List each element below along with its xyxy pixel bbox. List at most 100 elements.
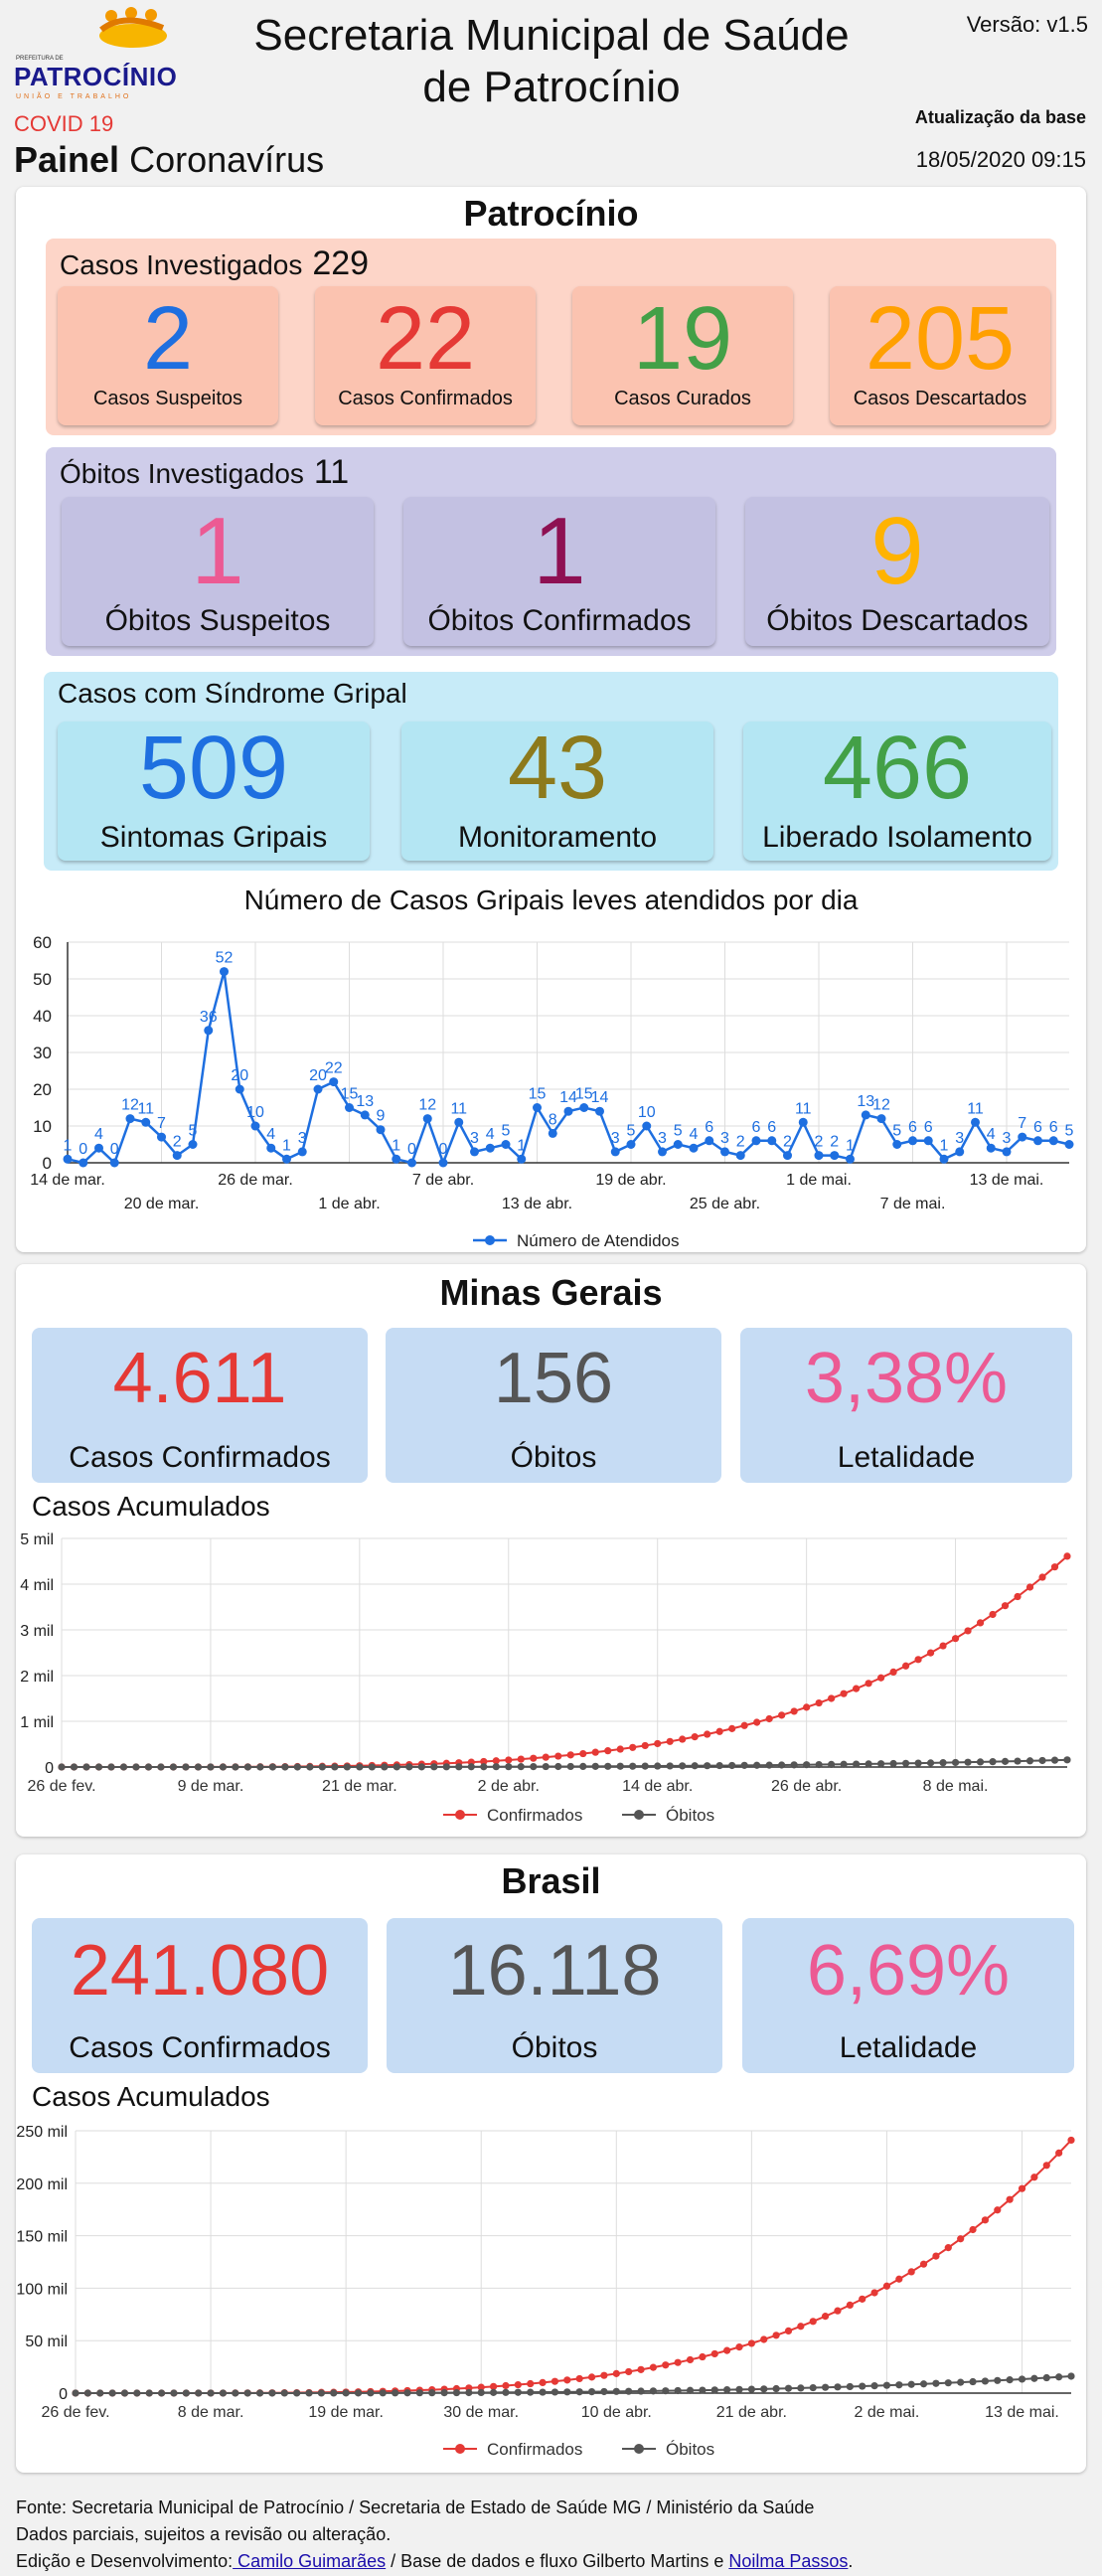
data-point: [108, 2389, 116, 2397]
data-label: 36: [200, 1009, 218, 1026]
data-label: 14: [591, 1089, 609, 1106]
stat-label: Casos Suspeitos: [92, 388, 243, 409]
data-point: [505, 1763, 513, 1771]
data-label: 5: [502, 1123, 511, 1140]
data-point: [1055, 2149, 1063, 2157]
data-point: [501, 1140, 511, 1149]
data-point: [951, 1635, 960, 1643]
data-point: [318, 1763, 326, 1771]
data-point: [662, 2387, 670, 2395]
data-point: [182, 1763, 190, 1771]
data-point: [778, 1761, 786, 1769]
stat-liberado-isolamento: 466 Liberado Isolamento: [743, 719, 1051, 861]
y-tick-label: 4 mil: [20, 1577, 54, 1594]
data-point: [502, 2388, 510, 2396]
data-point: [939, 1642, 947, 1650]
data-label: 5: [1065, 1123, 1074, 1140]
data-point: [306, 1763, 314, 1771]
data-point: [79, 1158, 88, 1168]
data-point: [747, 2339, 755, 2347]
data-label: 14: [559, 1089, 577, 1106]
stat-casos-suspeitos: 2 Casos Suspeitos: [58, 286, 278, 425]
data-point: [505, 1756, 513, 1764]
data-point: [1014, 1757, 1022, 1765]
data-point: [282, 1154, 291, 1164]
data-point: [356, 1763, 364, 1771]
stat-label: Liberado Isolamento: [762, 821, 1032, 854]
footer-disclaimer: Dados parciais, sujeitos a revisão ou al…: [16, 2524, 392, 2544]
data-point: [485, 1143, 495, 1153]
data-label: 3: [720, 1130, 729, 1147]
x-tick-label: 20 de mar.: [124, 1196, 200, 1212]
data-point: [579, 1762, 587, 1771]
data-point: [767, 1136, 777, 1146]
data-point: [882, 2381, 891, 2389]
y-tick-label: 0: [43, 1154, 52, 1173]
legend-label: Confirmados: [487, 1806, 582, 1825]
data-point: [790, 1707, 798, 1715]
data-label: 3: [658, 1130, 667, 1147]
data-label: 6: [1033, 1119, 1042, 1136]
data-point: [517, 1154, 527, 1164]
stat-obitos-suspeitos: 1 Óbitos Suspeitos: [62, 497, 374, 646]
obitos-investigados-label: Óbitos Investigados 11: [60, 453, 349, 492]
data-point: [735, 1151, 745, 1161]
data-label: 6: [705, 1119, 713, 1136]
data-point: [765, 1714, 773, 1723]
data-point: [219, 2389, 228, 2397]
obitos-label-text: Óbitos Investigados: [60, 458, 304, 489]
data-point: [517, 1755, 525, 1763]
data-point: [895, 2381, 903, 2389]
x-tick-label: 13 de mai.: [985, 2404, 1059, 2421]
data-point: [815, 1760, 823, 1769]
data-point: [317, 2389, 326, 2397]
data-point: [342, 2389, 350, 2397]
painel-rest: Coronavírus: [119, 139, 325, 180]
author-link-camilo[interactable]: Camilo Guimarães: [233, 2551, 387, 2571]
stat-value: 43: [507, 719, 608, 818]
data-point: [666, 1737, 674, 1745]
data-point: [1050, 1756, 1059, 1764]
data-point: [710, 2386, 718, 2394]
data-point: [376, 1125, 386, 1135]
data-point: [964, 1758, 972, 1766]
y-tick-label: 150 mil: [16, 2229, 68, 2246]
stat-value: 509: [138, 719, 289, 818]
data-point: [452, 2388, 461, 2397]
x-tick-label: 19 de mar.: [308, 2404, 384, 2421]
data-point: [790, 1761, 798, 1769]
data-label: 5: [892, 1123, 901, 1140]
data-point: [477, 2388, 485, 2397]
data-point: [293, 1763, 301, 1771]
data-point: [467, 1763, 475, 1771]
painel-bold: Painel: [14, 139, 120, 180]
data-point: [691, 1762, 699, 1770]
data-point: [846, 2301, 854, 2310]
data-point: [548, 1128, 557, 1138]
data-point: [141, 1117, 151, 1127]
data-point: [1006, 2195, 1014, 2203]
data-label: 5: [189, 1123, 198, 1140]
y-tick-label: 0: [59, 2386, 68, 2403]
obitos-total: 11: [313, 453, 350, 491]
series-line: [67, 971, 1070, 1167]
brasil-card: Brasil 241.080 Casos Confirmados 16.118 …: [16, 1854, 1086, 2473]
data-point: [629, 1762, 637, 1770]
data-point: [944, 2244, 952, 2252]
data-point: [625, 2367, 633, 2376]
data-point: [94, 1143, 103, 1153]
author-link-noilma[interactable]: Noilma Passos: [728, 2551, 849, 2571]
data-point: [715, 1761, 723, 1770]
data-label: 0: [110, 1141, 119, 1158]
data-point: [728, 1724, 736, 1732]
data-point: [219, 1763, 228, 1771]
y-tick-label: 100 mil: [16, 2281, 68, 2298]
data-label: 6: [908, 1119, 917, 1136]
data-point: [266, 1143, 276, 1153]
data-point: [674, 2358, 682, 2366]
x-tick-label: 26 de mar.: [218, 1172, 293, 1189]
data-point: [392, 1154, 401, 1164]
data-point: [83, 2389, 91, 2397]
x-tick-label: 21 de mar.: [322, 1778, 397, 1795]
data-label: 13: [356, 1093, 374, 1110]
